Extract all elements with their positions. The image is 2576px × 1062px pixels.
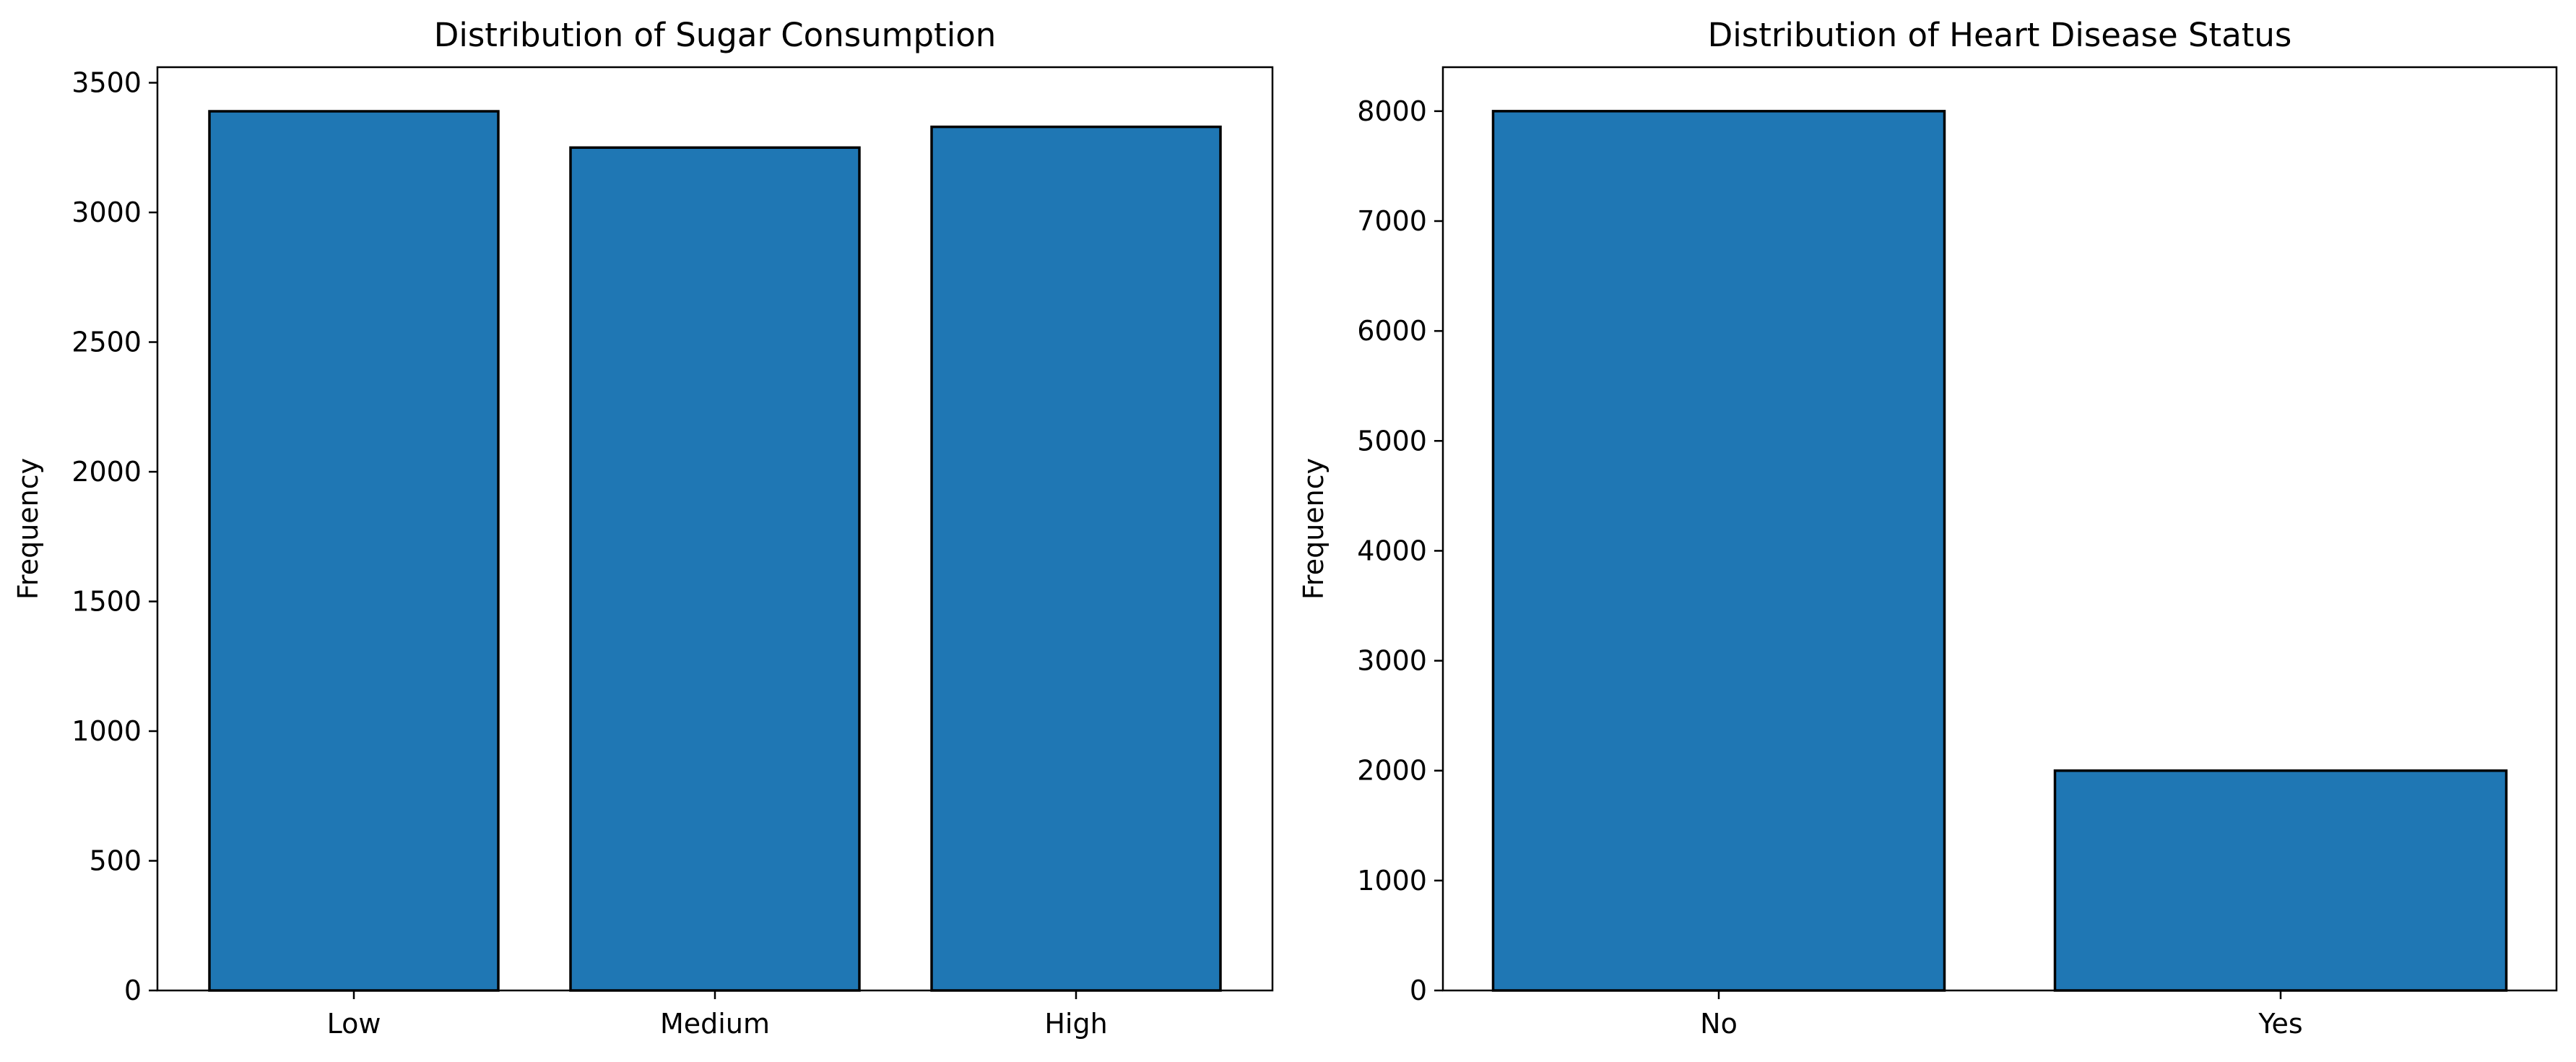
x-tick-label-no: No (1700, 1008, 1738, 1040)
plot-frame (1441, 66, 2558, 992)
y-tick-label: 5000 (1357, 425, 1427, 457)
sugar-consumption-chart: 0 500 1000 1500 2000 2500 3000 3500 Low Medium Hig… (12, 16, 1274, 1040)
y-tick-label: 3500 (71, 67, 142, 99)
y-tick-label: 7000 (1357, 205, 1427, 237)
y-tick-label: 1000 (71, 715, 142, 747)
y-tick-label: 2000 (71, 456, 142, 488)
bar-low (208, 110, 500, 992)
y-tick-label: 6000 (1357, 315, 1427, 347)
heart-disease-status-chart: 0 1000 2000 3000 4000 5000 6000 7000 8000 No Yes Di… (1298, 16, 2558, 1040)
y-tick-label: 1500 (71, 586, 142, 618)
x-tick-label-high: High (1044, 1008, 1107, 1040)
y-tick-label: 2000 (1357, 755, 1427, 787)
y-tick-label: 0 (1410, 975, 1427, 1006)
y-tick-label: 2500 (71, 327, 142, 358)
y-axis-label: Frequency (1298, 458, 1330, 600)
bar-medium (569, 146, 861, 992)
y-tick-label: 4000 (1357, 535, 1427, 566)
bar-no (1491, 110, 1946, 992)
x-tick-label-low: Low (327, 1008, 381, 1040)
y-tick-label: 3000 (1357, 645, 1427, 677)
y-tick-label: 8000 (1357, 95, 1427, 127)
y-tick-label: 0 (124, 975, 142, 1006)
bar-high (930, 125, 1222, 992)
y-tick-label: 3000 (71, 197, 142, 228)
bar-yes (2053, 769, 2508, 992)
chart-title: Distribution of Sugar Consumption (434, 16, 997, 54)
chart-title: Distribution of Heart Disease Status (1708, 16, 2292, 54)
y-tick-label: 1000 (1357, 865, 1427, 897)
x-tick-label-medium: Medium (660, 1008, 770, 1040)
y-tick-label: 500 (89, 845, 142, 877)
x-tick-label-yes: Yes (2258, 1008, 2302, 1040)
y-axis-label: Frequency (12, 458, 44, 600)
